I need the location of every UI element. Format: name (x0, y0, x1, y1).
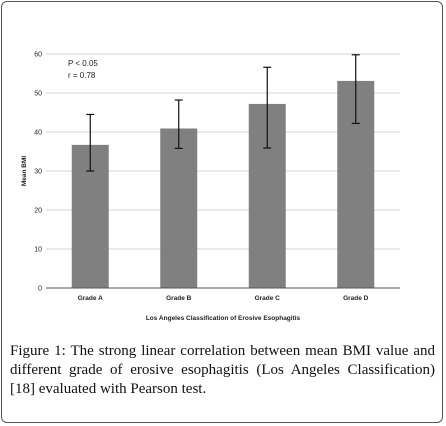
y-tick-label: 60 (34, 52, 42, 59)
x-tick-label: Grade D (343, 295, 369, 302)
y-tick-label: 10 (34, 247, 42, 254)
y-tick-label: 0 (38, 286, 42, 293)
y-tick-label: 30 (34, 169, 42, 176)
r-value-annotation: r = 0.78 (68, 71, 96, 80)
y-axis-ticks: 0 10 20 30 40 50 60 (34, 52, 42, 293)
y-tick-label: 40 (34, 130, 42, 137)
bars (71, 80, 375, 288)
p-value-annotation: P < 0.05 (68, 59, 98, 68)
y-axis-label: Mean BMI (21, 156, 28, 187)
y-tick-label: 20 (34, 208, 42, 215)
x-axis-label: Los Angeles Classification of Erosive Es… (146, 315, 301, 322)
x-tick-label: Grade C (255, 295, 281, 302)
x-axis-ticks: Grade A Grade B Grade C Grade D (78, 295, 369, 302)
figure-caption: Figure 1: The strong linear correlation … (10, 342, 435, 399)
error-bars (86, 54, 360, 172)
bar (160, 128, 198, 288)
x-tick-label: Grade A (78, 295, 103, 302)
caption-text: The strong linear correlation between me… (10, 343, 435, 397)
x-tick-label: Grade B (166, 295, 192, 302)
y-tick-label: 50 (34, 91, 42, 98)
caption-label: Figure 1: (10, 343, 66, 359)
